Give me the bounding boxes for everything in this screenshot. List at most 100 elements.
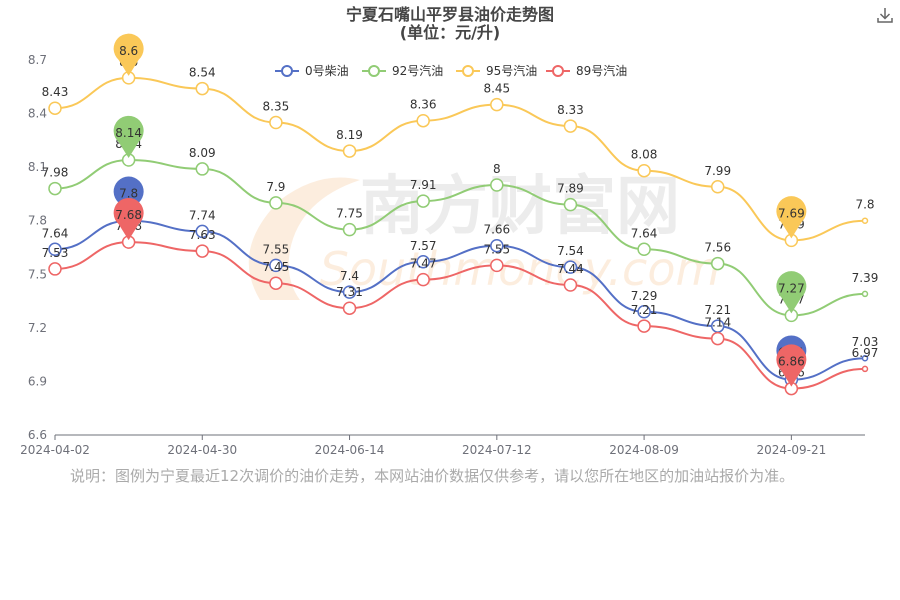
data-point (416, 113, 430, 128)
legend-label: 89号汽油 (576, 63, 627, 78)
data-label: 7.66 (483, 223, 510, 237)
data-point (416, 194, 430, 208)
y-tick-label: 6.6 (28, 428, 47, 442)
x-tick-label: 2024-06-14 (315, 443, 385, 457)
data-label: 8.43 (42, 85, 69, 99)
pin-label: 7.69 (778, 206, 805, 220)
pin-marker: 8.6 (113, 33, 144, 76)
download-icon[interactable] (876, 6, 894, 24)
series-line (54, 76, 866, 242)
data-label: 7.45 (263, 260, 290, 274)
data-point (195, 244, 210, 258)
data-point (269, 196, 283, 210)
data-point (48, 242, 62, 257)
data-label: 7.4 (340, 269, 359, 283)
legend-item[interactable]: 0号柴油 (275, 64, 349, 78)
data-label: 7.39 (852, 271, 879, 285)
pin-shape (776, 271, 807, 314)
data-point (342, 144, 357, 158)
pin-marker: 8.14 (113, 115, 144, 158)
pin-layer: 7.86.918.147.278.67.697.686.86 (113, 33, 807, 387)
data-label: 7.64 (42, 226, 69, 240)
series-line (54, 219, 866, 381)
data-label: 7.31 (336, 285, 363, 299)
data-point (342, 222, 357, 237)
data-point (195, 162, 210, 176)
series-line (54, 241, 866, 390)
data-label: 6.97 (852, 346, 879, 360)
legend-marker (368, 65, 380, 77)
legend-marker (281, 65, 293, 77)
data-point (861, 354, 869, 362)
data-label: 7.57 (410, 239, 437, 253)
data-point (490, 258, 504, 273)
legend-label: 92号汽油 (392, 63, 443, 78)
legend-item[interactable]: 95号汽油 (456, 63, 537, 78)
y-tick-label: 8.7 (28, 53, 47, 67)
data-point (710, 331, 725, 346)
data-label: 7.56 (704, 241, 731, 255)
data-label: 8.19 (336, 128, 363, 142)
x-tick-label: 2024-09-21 (756, 443, 826, 457)
data-point (490, 178, 504, 192)
data-label: 7.47 (410, 257, 437, 271)
legend-label: 0号柴油 (305, 64, 349, 78)
pin-marker: 7.27 (776, 271, 807, 314)
data-label: 7.14 (704, 316, 731, 330)
chart-subtitle: (单位：元/升) (400, 23, 500, 42)
data-label: 7.03 (852, 335, 879, 349)
data-label: 8.36 (410, 98, 437, 112)
y-tick-label: 7.8 (28, 214, 47, 228)
data-label: 7.29 (631, 289, 658, 303)
y-axis: 6.6 6.9 7.2 7.5 7.8 8.1 8.4 8.7 (28, 53, 47, 442)
data-point (342, 285, 357, 299)
data-label: 7.54 (557, 244, 584, 258)
pin-marker: 7.68 (113, 197, 144, 241)
data-point (563, 197, 578, 212)
data-label: 8.35 (263, 100, 290, 114)
data-label: 7.55 (483, 242, 510, 256)
pin-marker: 7.8 (113, 176, 144, 219)
data-point (861, 290, 869, 298)
data-point (710, 180, 725, 194)
data-label: 7.53 (42, 246, 69, 260)
data-label: 7.55 (263, 242, 290, 256)
data-point (637, 305, 651, 319)
pin-label: 8.6 (119, 44, 138, 58)
pin-marker: 7.69 (776, 196, 807, 239)
pin-label: 6.86 (778, 355, 805, 369)
data-label: 7.89 (557, 182, 584, 196)
pin-shape (776, 196, 807, 239)
data-label: 7.99 (704, 164, 731, 178)
data-point (563, 260, 578, 274)
data-label: 7.8 (855, 198, 874, 212)
legend-marker (462, 65, 474, 77)
data-point (269, 115, 283, 130)
chart-note: 说明：图例为宁夏最近12次调价的油价走势，本网站油价数据仅供参考，请以您所在地区… (70, 467, 795, 485)
series-line (54, 158, 866, 317)
data-label: 7.44 (557, 262, 584, 276)
pin-marker: 6.86 (776, 344, 807, 387)
data-point (48, 181, 62, 196)
legend-label: 95号汽油 (486, 63, 537, 78)
y-tick-label: 8.4 (28, 107, 47, 121)
data-point (861, 365, 869, 373)
data-point (637, 242, 651, 257)
pin-label: 7.68 (115, 208, 142, 222)
data-point (269, 258, 283, 273)
data-label: 7.98 (42, 166, 69, 180)
data-label: 7.9 (266, 180, 285, 194)
data-point (490, 238, 504, 253)
data-label: 7.64 (631, 226, 658, 240)
y-tick-label: 6.9 (28, 374, 47, 388)
data-point (269, 276, 283, 290)
legend-item[interactable]: 89号汽油 (546, 63, 627, 78)
legend-item[interactable]: 92号汽油 (362, 63, 443, 78)
data-point (637, 319, 651, 333)
data-label: 7.74 (189, 208, 216, 222)
pin-label: 8.14 (115, 126, 142, 140)
data-point (490, 97, 504, 112)
pin-shape (113, 197, 144, 241)
y-tick-label: 7.5 (28, 267, 47, 281)
